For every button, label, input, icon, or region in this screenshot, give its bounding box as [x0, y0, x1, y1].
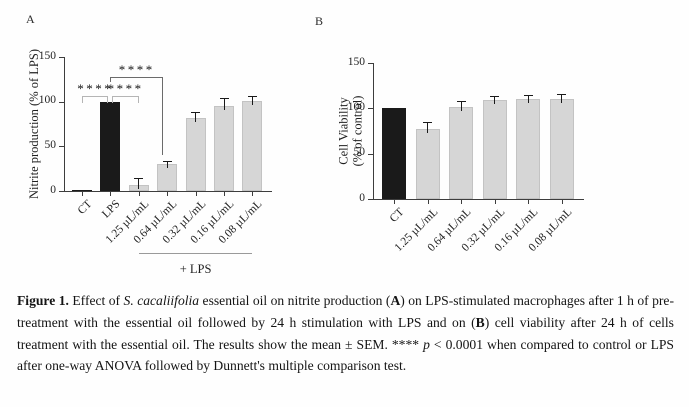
y-tick-label: 100 — [347, 100, 365, 113]
error-bar-line-0.08-L-mL — [251, 96, 253, 105]
significance-bracket-arm — [112, 96, 114, 103]
error-bar-cap-0.08-L-mL — [557, 93, 566, 95]
y-tick-label: 50 — [44, 138, 57, 151]
x-axis-tick — [110, 192, 112, 196]
x-axis-tick — [167, 192, 169, 196]
y-axis-tick — [368, 63, 373, 64]
error-bar-line-0.32-L-mL — [195, 112, 197, 122]
y-tick-label: 0 — [50, 183, 56, 196]
bar-0.08-L-mL — [549, 99, 574, 199]
y-tick-label: 0 — [359, 191, 365, 204]
significance-bracket — [82, 96, 109, 98]
significance-stars: **** — [118, 61, 155, 77]
x-axis-tick — [195, 192, 197, 196]
bar-0.16-L-mL — [214, 106, 234, 191]
y-axis-line — [64, 57, 65, 192]
figure-caption: Figure 1. Effect of S. cacaliifolia esse… — [17, 290, 674, 377]
bar-0.32-L-mL — [482, 100, 507, 199]
x-axis-tick — [528, 200, 529, 204]
panel-a-label: A — [26, 12, 35, 26]
y-axis-title: Cell Viability (% of control) — [336, 95, 365, 167]
bar-0.32-L-mL — [185, 117, 206, 191]
error-bar-cap-0.64-L-mL — [162, 160, 172, 162]
y-tick-label: 100 — [38, 94, 56, 107]
caption-segment: p — [423, 336, 430, 352]
x-axis-line — [64, 191, 272, 192]
error-bar-cap-0.16-L-mL — [523, 94, 533, 96]
y-axis-tick — [59, 191, 64, 192]
x-axis-line — [373, 199, 584, 200]
error-bar-line-1.25-L-mL — [427, 121, 428, 134]
caption-segment: Figure 1. — [17, 293, 69, 308]
nitrite-production-chart: 0 50 100 150 Nitrite production (% of LPS) CT… — [27, 49, 272, 276]
error-bar-line-0.64-L-mL — [460, 101, 462, 112]
bar-0.16-L-mL — [516, 99, 540, 199]
bar-0.64-L-mL — [449, 107, 473, 199]
bar-CT — [72, 189, 92, 191]
significance-bracket-arm — [162, 76, 164, 156]
bar-CT — [382, 108, 406, 199]
y-tick-label: 150 — [347, 55, 365, 68]
y-tick-label: 50 — [353, 146, 366, 159]
significance-bracket-arm — [82, 96, 83, 103]
caption-segment: Effect of — [68, 293, 124, 308]
error-bar-line-0.08-L-mL — [561, 93, 562, 104]
error-bar-line-0.32-L-mL — [494, 95, 495, 105]
y-axis-tick — [59, 101, 64, 103]
x-axis-tick — [138, 192, 140, 196]
error-bar-cap-0.16-L-mL — [219, 98, 229, 100]
significance-stars: **** — [77, 81, 114, 97]
x-axis-tick — [252, 192, 254, 196]
bar-0.64-L-mL — [157, 164, 178, 191]
error-bar-line-0.16-L-mL — [223, 98, 225, 111]
y-axis-tick — [368, 108, 373, 110]
error-bar-cap-1.25-L-mL — [134, 177, 144, 179]
y-axis-tick — [368, 153, 373, 155]
y-axis-tick — [59, 57, 64, 58]
x-axis-tick — [494, 200, 496, 204]
bar-LPS — [100, 101, 121, 191]
significance-bracket-arm — [137, 96, 139, 103]
y-axis-title: Nitrite production (% of LPS) — [26, 49, 41, 199]
caption-segment: ) on LPS-stimulated macrophages after 1 … — [17, 293, 674, 330]
x-axis-tick — [224, 192, 225, 196]
significance-bracket-arm — [107, 96, 109, 103]
group-label: + LPS — [179, 262, 212, 276]
error-bar-line-0.16-L-mL — [527, 94, 529, 104]
significance-bracket — [110, 76, 164, 78]
caption-segment: essential oil on nitrite production ( — [199, 293, 391, 308]
error-bar-cap-0.32-L-mL — [490, 95, 499, 97]
y-axis-tick — [59, 146, 64, 148]
error-bar-cap-1.25-L-mL — [423, 121, 432, 123]
error-bar-cap-0.64-L-mL — [456, 101, 466, 103]
y-tick-label: 150 — [38, 49, 56, 62]
cell-viability-chart: 0 50 100 150 Cell Viability (% of control) CT… — [337, 56, 584, 254]
x-axis-tick — [461, 200, 462, 204]
significance-bracket-arm — [110, 76, 112, 82]
caption-segment: < 0.0001 when compared to control or LPS… — [17, 336, 674, 374]
error-bar-cap-0.08-L-mL — [247, 96, 257, 98]
x-axis-tick — [427, 200, 429, 204]
group-line — [138, 253, 253, 254]
caption-segment: A — [390, 293, 401, 308]
x-axis-tick — [82, 192, 83, 196]
x-axis-tick — [394, 200, 395, 204]
error-bar-cap-0.32-L-mL — [191, 112, 201, 114]
significance-bracket — [112, 96, 139, 98]
panel-b-label: B — [315, 14, 324, 28]
error-bar-line-0.64-L-mL — [166, 160, 168, 169]
error-bar-line-1.25-L-mL — [138, 177, 140, 189]
y-axis-tick — [368, 199, 373, 200]
bar-0.08-L-mL — [242, 100, 263, 191]
significance-stars: **** — [107, 81, 144, 97]
y-axis-line — [373, 63, 374, 200]
x-axis-tick — [561, 200, 563, 204]
caption-segment: B — [475, 314, 485, 330]
caption-segment: ) cell viability after 24 h of cells tre… — [17, 314, 674, 352]
caption-segment: S. cacaliifolia — [123, 293, 200, 308]
bar-1.25-L-mL — [415, 129, 440, 199]
